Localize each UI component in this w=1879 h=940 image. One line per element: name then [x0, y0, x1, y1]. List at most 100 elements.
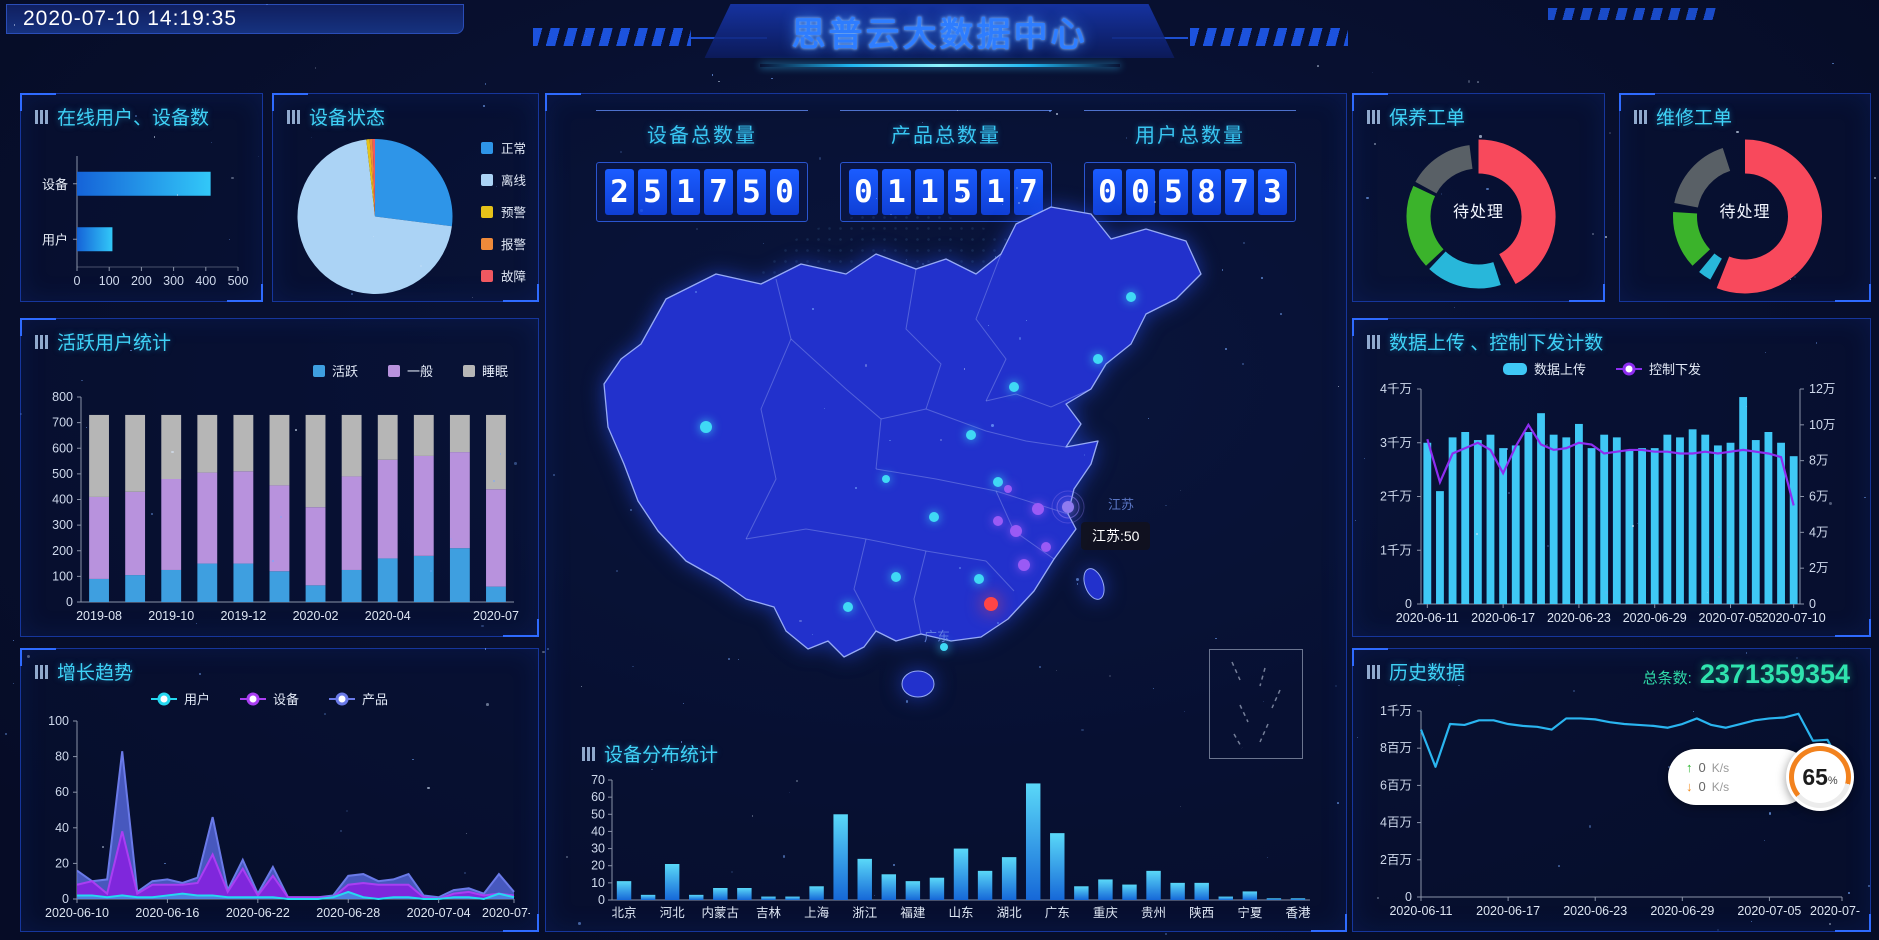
svg-text:2020-06-23: 2020-06-23 — [1563, 904, 1627, 918]
growth-trend-chart[interactable]: 0 20 40 60 80 100 2020-06-10 2020-06-16 2020-06-… — [29, 713, 530, 927]
svg-text:2020-07-10: 2020-07-10 — [1762, 611, 1826, 625]
star-speck — [13, 683, 14, 684]
hatch-stripes-top-right — [1548, 8, 1718, 20]
legend-item[interactable]: 故障 — [481, 266, 526, 285]
arrow-up-icon: ↑ — [1686, 760, 1693, 775]
star-speck — [1609, 132, 1611, 134]
panel-title: 活跃用户统计 — [35, 328, 171, 355]
equalizer-icon — [35, 110, 48, 124]
svg-text:2万: 2万 — [1809, 561, 1828, 575]
svg-text:2020-06-11: 2020-06-11 — [1389, 904, 1452, 918]
upload-dispatch-legend[interactable]: 数据上传 控制下发 — [1503, 359, 1701, 378]
svg-text:4千万: 4千万 — [1380, 383, 1412, 396]
svg-text:80: 80 — [55, 750, 69, 764]
upload-speed-unit: K/s — [1712, 761, 1729, 775]
panel-growth-trend: 增长趋势 用户 设备 产品 0 20 40 60 80 100 2020-06-10 2020-0… — [20, 648, 539, 932]
active-users-chart[interactable]: 0 100 200 300 400 500 600 700 800 2019-08 2019-10 2… — [29, 389, 530, 630]
panel-title-text: 增长趋势 — [57, 658, 133, 685]
svg-text:60: 60 — [591, 790, 605, 804]
svg-text:河北: 河北 — [660, 906, 686, 920]
legend-item[interactable]: 数据上传 — [1503, 359, 1586, 378]
title-underline — [760, 64, 1120, 67]
star-speck — [718, 81, 719, 82]
panel-repair-orders: 维修工单 待处理 — [1619, 93, 1871, 302]
star-speck — [1165, 933, 1167, 935]
legend-item[interactable]: 活跃 — [313, 361, 358, 380]
star-speck — [1832, 63, 1834, 65]
star-speck — [1605, 236, 1607, 238]
svg-text:2020-07-04: 2020-07-04 — [407, 906, 471, 920]
legend-item[interactable]: 一般 — [388, 361, 433, 380]
device-distribution-chart[interactable]: 0 10 20 30 40 50 60 70 北京 河北 内蒙古 吉林 上海 浙江 福建 山东 湖北 广东 重庆 贵州… — [572, 770, 1320, 924]
svg-text:2020-06-22: 2020-06-22 — [226, 906, 290, 920]
svg-text:内蒙古: 内蒙古 — [702, 905, 740, 920]
star-speck — [1454, 307, 1455, 308]
equalizer-icon — [35, 335, 48, 349]
active-users-legend[interactable]: 活跃 一般 睡眠 — [313, 361, 508, 380]
timestamp-text: 2020-07-10 14:19:35 — [23, 7, 237, 31]
panel-title-text: 历史数据 — [1389, 658, 1465, 685]
svg-text:香港: 香港 — [1285, 906, 1311, 920]
gauge-value: 65 — [1802, 764, 1828, 791]
svg-text:2020-04: 2020-04 — [365, 609, 411, 623]
svg-text:2020-07-05: 2020-07-05 — [1699, 611, 1763, 625]
upload-dispatch-chart[interactable]: 0 1千万 2千万 3千万 4千万 0 2万 4万 6万 8万 10万 12万 2020-06-11 20… — [1359, 383, 1864, 632]
star-speck — [5, 733, 7, 735]
legend-item[interactable]: 报警 — [481, 234, 526, 253]
svg-text:10万: 10万 — [1809, 418, 1835, 432]
svg-text:2020-07: 2020-07 — [473, 609, 519, 623]
panel-title-text: 在线用户、设备数 — [57, 103, 209, 130]
svg-text:浙江: 浙江 — [852, 905, 877, 920]
svg-text:400: 400 — [195, 274, 216, 288]
panel-title-text: 数据上传 、控制下发计数 — [1389, 328, 1603, 355]
svg-text:40: 40 — [591, 824, 605, 838]
panel-title-text: 设备状态 — [309, 103, 385, 130]
download-speed-value: 0 — [1699, 779, 1706, 794]
svg-text:2020-07-09: 2020-07-09 — [482, 906, 530, 920]
svg-text:50: 50 — [591, 807, 605, 821]
online-users-devices-chart[interactable]: 设备 用户 0 100 200 300 400 500 — [25, 140, 256, 297]
svg-text:2020-06-11: 2020-06-11 — [1396, 611, 1459, 625]
counter-label: 设备总数量 — [596, 110, 808, 148]
svg-text:40: 40 — [55, 821, 69, 835]
legend-item[interactable]: 预警 — [481, 202, 526, 221]
device-status-pie[interactable] — [275, 132, 467, 297]
svg-text:10: 10 — [591, 876, 605, 890]
legend-item[interactable]: 睡眠 — [463, 361, 508, 380]
panel-title: 增长趋势 — [35, 658, 133, 685]
panel-online-users-devices: 在线用户、设备数 设备 用户 0 100 200 300 400 500 — [20, 93, 263, 302]
legend-item[interactable]: 设备 — [240, 689, 299, 708]
star-speck — [485, 83, 487, 85]
growth-trend-legend[interactable]: 用户 设备 产品 — [151, 689, 388, 708]
svg-text:广东: 广东 — [1045, 906, 1070, 920]
svg-text:吉林: 吉林 — [756, 906, 782, 920]
history-total-value: 2371359354 — [1700, 659, 1850, 690]
svg-text:山东: 山东 — [948, 906, 973, 920]
legend-item[interactable]: 正常 — [481, 138, 526, 157]
legend-item[interactable]: 离线 — [481, 170, 526, 189]
legend-item[interactable]: 用户 — [151, 689, 210, 708]
star-speck — [771, 78, 773, 80]
download-speed-unit: K/s — [1712, 780, 1729, 794]
device-status-legend[interactable]: 正常离线预警报警故障 — [481, 138, 526, 285]
legend-item[interactable]: 产品 — [329, 689, 388, 708]
equalizer-icon — [1367, 110, 1380, 124]
hatch-stripes-right — [1190, 28, 1348, 46]
svg-text:300: 300 — [163, 274, 184, 288]
svg-text:2百万: 2百万 — [1380, 853, 1412, 867]
star-speck — [1468, 80, 1470, 82]
panel-title: 维修工单 — [1634, 103, 1732, 130]
svg-text:2020-06-29: 2020-06-29 — [1623, 611, 1687, 625]
legend-item[interactable]: 控制下发 — [1616, 359, 1701, 378]
map-label-guangdong: 广东 — [924, 626, 950, 645]
equalizer-icon — [1367, 335, 1380, 349]
svg-text:60: 60 — [55, 785, 69, 799]
svg-text:2020-06-17: 2020-06-17 — [1471, 611, 1535, 625]
svg-text:设备: 设备 — [42, 177, 68, 192]
panel-title: 历史数据 — [1367, 658, 1465, 685]
svg-text:2019-10: 2019-10 — [148, 609, 194, 623]
panel-maintenance-orders: 保养工单 待处理 — [1352, 93, 1605, 302]
star-speck — [13, 640, 14, 641]
svg-text:700: 700 — [52, 416, 73, 430]
svg-text:100: 100 — [48, 714, 69, 728]
